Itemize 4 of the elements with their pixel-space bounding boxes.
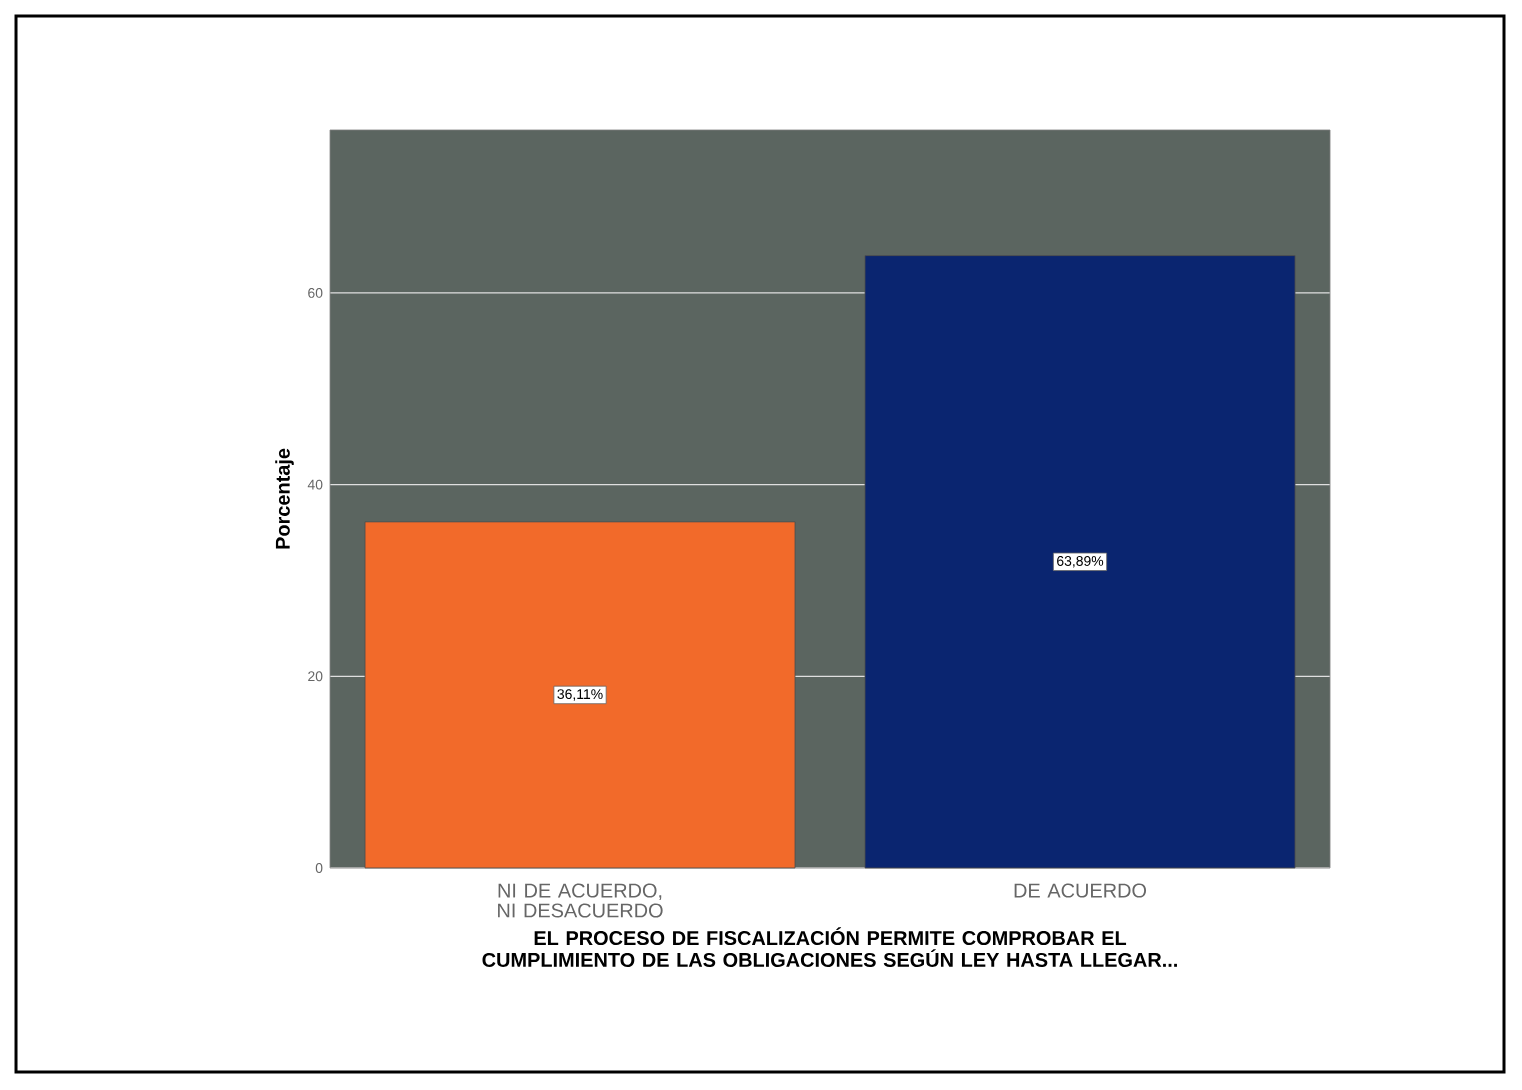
- x-axis-title: EL PROCESO DE FISCALIZACIÓN PERMITE COMPROBAR EL CUMPLIMIENTO DE LAS OBLIGACIONES SEGÚN LEY HASTA LLEGAR...: [482, 927, 1177, 967]
- x-tick-label: NI DE ACUERDO, NI DESACUERDO: [498, 883, 663, 918]
- x-tick-label: DE ACUERDO: [1014, 883, 1147, 898]
- y-axis-title: Porcentaje: [275, 448, 294, 549]
